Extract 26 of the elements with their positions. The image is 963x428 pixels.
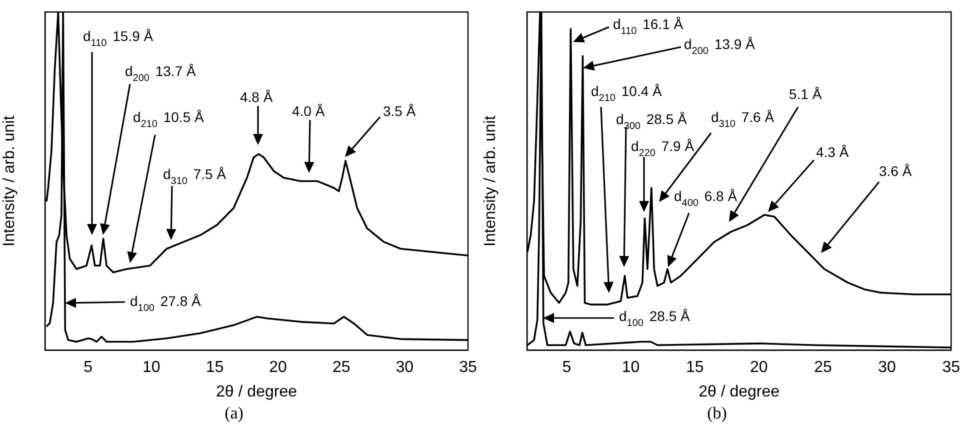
x-tick-label: 15 [686,359,704,376]
annotation: 5.1 Å [789,86,822,102]
x-tick-label: 20 [269,359,288,376]
x-tick-label: 20 [750,359,768,376]
annotation: 3.5 Å [383,102,416,119]
x-tick-label: 5 [562,359,572,376]
x-tick-label: 25 [814,359,832,376]
annotation: 4.8 Å [240,88,274,105]
x-tick-label: 10 [622,359,640,376]
x-axis-title: 2θ / degree [698,383,780,400]
annotation: 4.0 Å [292,102,326,119]
x-tick-label: 5 [84,359,93,376]
x-tick-label: 25 [332,359,350,376]
annotation: 3.6 Å [879,162,912,179]
annotation: 4.3 Å [816,144,850,160]
x-tick-label: 15 [206,359,224,376]
x-axis-title: 2θ / degree [216,383,298,400]
y-axis-title: Intensity / arb. unit [482,115,500,246]
x-tick-label: 30 [396,359,414,376]
x-tick-label: 30 [878,359,896,376]
x-tick-label: 10 [142,359,160,376]
text: (b) [707,403,727,422]
x-tick-label: 35 [459,359,477,376]
x-tick-label: 35 [942,359,960,376]
y-axis-title: Intensity / arb. unit [1,115,18,246]
text: (a) [224,403,244,422]
